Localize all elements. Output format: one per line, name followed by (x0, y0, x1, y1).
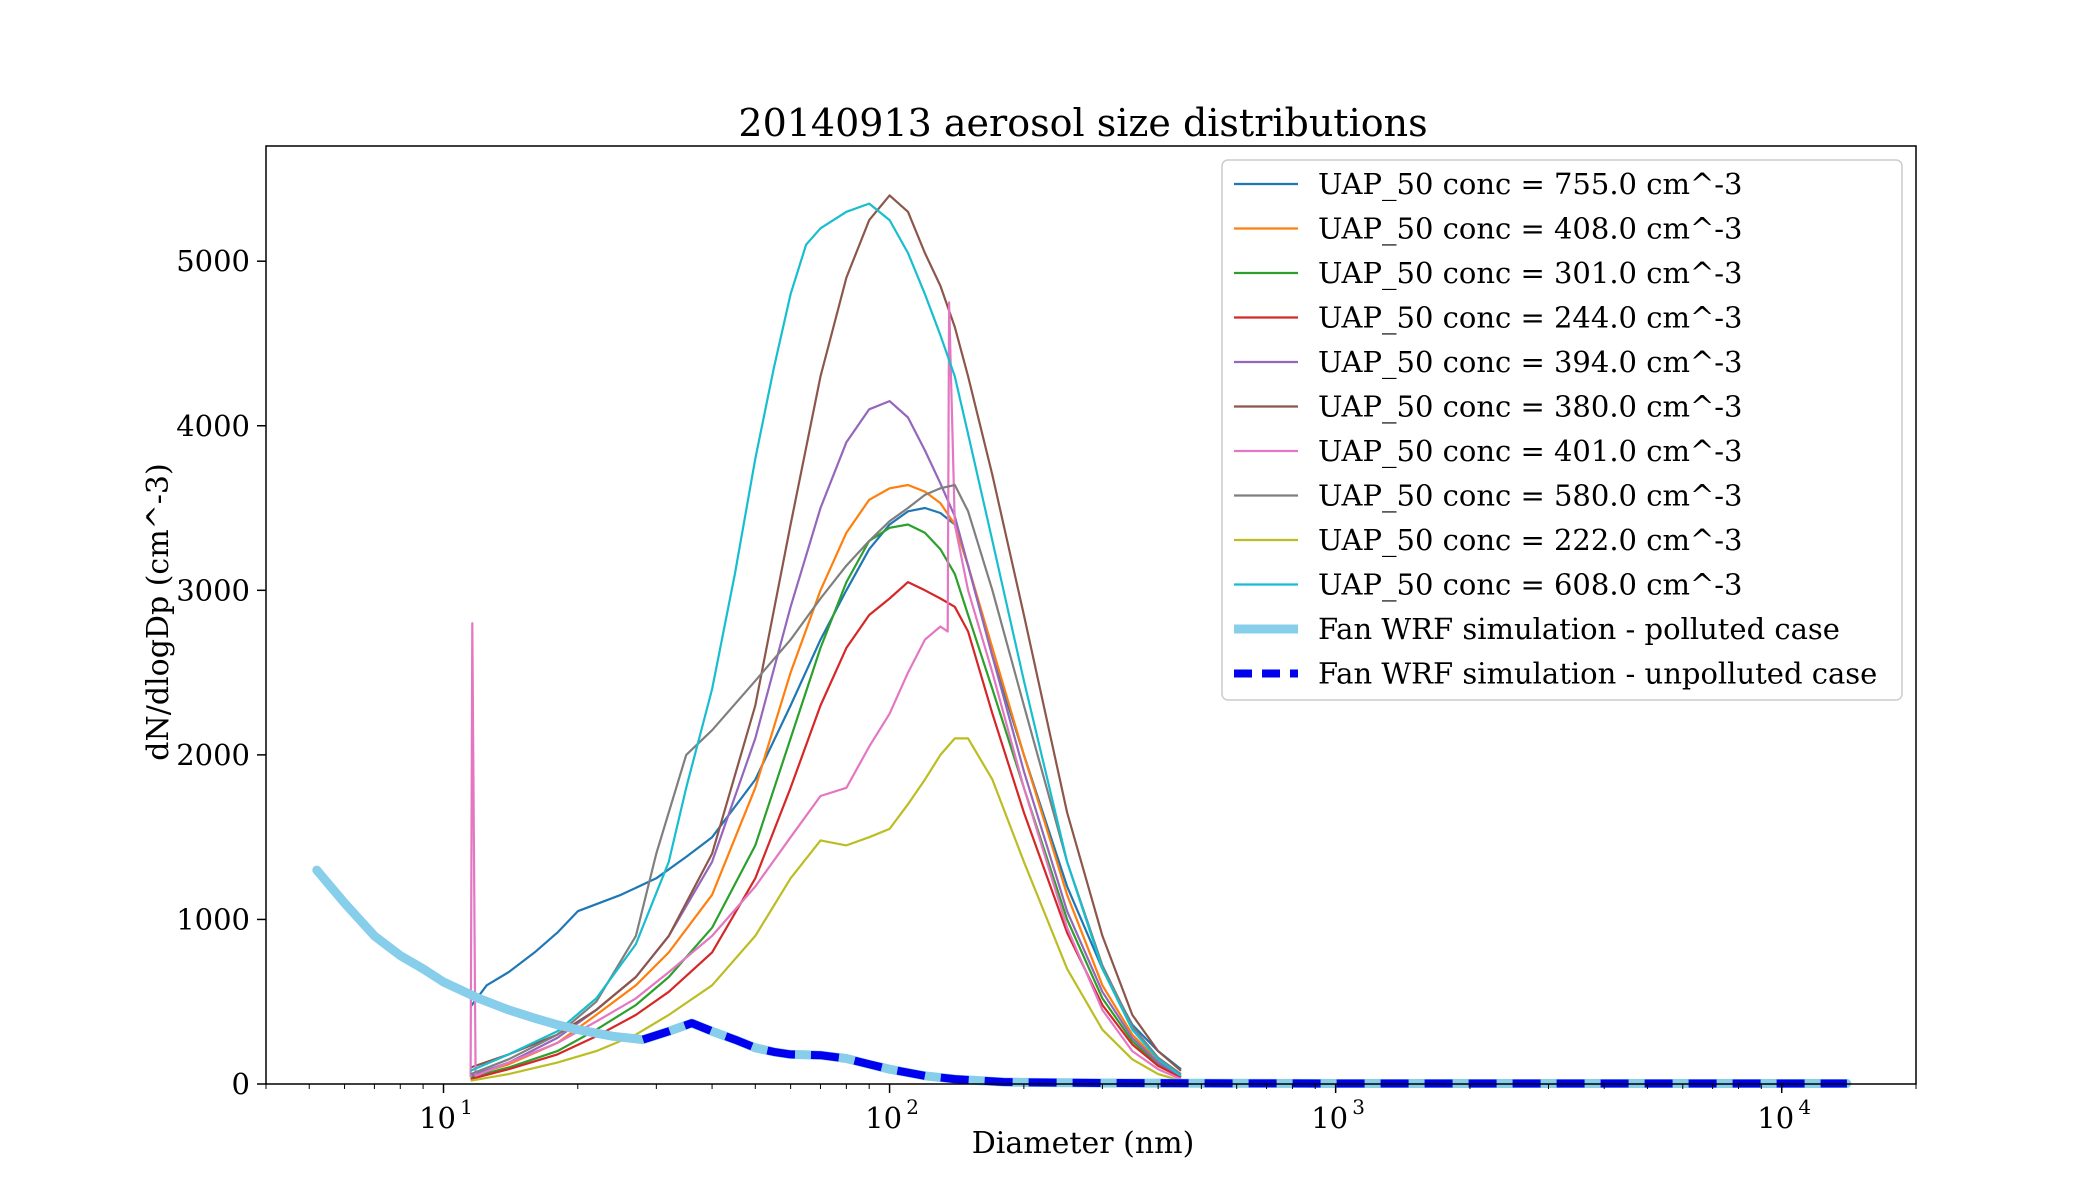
y-tick-label: 1000 (176, 902, 250, 936)
legend-label: UAP_50 conc = 222.0 cm^-3 (1318, 523, 1743, 558)
x-tick-exponent: 3 (1352, 1095, 1365, 1119)
y-tick-label: 4000 (176, 409, 250, 443)
legend-label: Fan WRF simulation - unpolluted case (1318, 657, 1877, 691)
y-tick-label: 5000 (176, 244, 250, 278)
x-tick-label: 10 (419, 1101, 456, 1135)
legend-label: UAP_50 conc = 380.0 cm^-3 (1318, 390, 1743, 425)
series-line-2 (470, 483, 1182, 1077)
series-layer (312, 194, 1852, 1088)
legend-label: UAP_50 conc = 408.0 cm^-3 (1318, 212, 1743, 247)
x-axis-label: Diameter (nm) (972, 1126, 1195, 1161)
y-tick-label: 2000 (176, 738, 250, 772)
legend: UAP_50 conc = 755.0 cm^-3 UAP_50 conc = 4… (1221, 159, 1903, 701)
series-line-10 (470, 202, 1182, 1077)
x-tick-exponent: 1 (460, 1095, 473, 1119)
legend-box (1221, 159, 1903, 701)
series-line-5 (470, 400, 1182, 1077)
x-tick-label: 10 (1757, 1101, 1794, 1135)
legend-label: UAP_50 conc = 401.0 cm^-3 (1318, 434, 1743, 469)
legend-label: UAP_50 conc = 580.0 cm^-3 (1318, 479, 1743, 514)
legend-label: UAP_50 conc = 301.0 cm^-3 (1318, 256, 1743, 291)
series-line-1 (469, 506, 1182, 1071)
legend-label: Fan WRF simulation - polluted case (1318, 612, 1840, 646)
x-tick-label: 10 (865, 1101, 902, 1135)
legend-label: UAP_50 conc = 244.0 cm^-3 (1318, 301, 1743, 336)
series-line-7 (469, 301, 1182, 1081)
series-line-8 (470, 483, 1182, 1076)
series-line-12 (641, 1019, 1847, 1088)
legend-label: UAP_50 conc = 394.0 cm^-3 (1318, 345, 1743, 380)
x-tick-exponent: 4 (1798, 1095, 1811, 1119)
y-tick-label: 0 (232, 1067, 250, 1101)
y-tick-label: 3000 (176, 573, 250, 607)
plot-frame (265, 145, 1917, 1085)
legend-label: UAP_50 conc = 608.0 cm^-3 (1318, 568, 1743, 603)
x-tick-exponent: 2 (906, 1095, 919, 1119)
series-line-4 (470, 580, 1182, 1081)
legend-label: UAP_50 conc = 755.0 cm^-3 (1318, 167, 1743, 202)
series-line-3 (470, 523, 1182, 1079)
series-line-6 (470, 194, 1182, 1072)
y-axis-label: dN/dlogDp (cm^-3) (141, 463, 176, 760)
x-tick-label: 10 (1311, 1101, 1348, 1135)
chart-title: 20140913 aerosol size distributions (738, 101, 1427, 145)
